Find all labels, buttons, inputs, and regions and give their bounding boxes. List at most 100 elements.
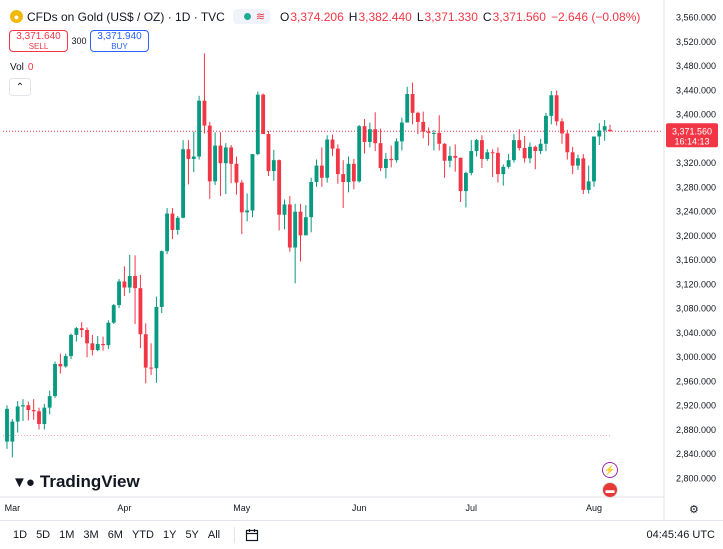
- market-status-pill[interactable]: ≋: [232, 9, 271, 24]
- range-3m[interactable]: 3M: [83, 529, 99, 541]
- bottom-toolbar: 1D 5D 1M 3M 6M YTD 1Y 5Y All 04:45:46 UT…: [0, 520, 723, 549]
- candle-body: [442, 143, 447, 161]
- collapse-legend-button[interactable]: ⌃: [9, 78, 31, 96]
- candle-body: [447, 155, 452, 161]
- candle-body: [111, 305, 116, 323]
- candle-body: [458, 157, 463, 192]
- candle-body: [250, 154, 255, 211]
- candle-body: [207, 125, 212, 182]
- candle-body: [31, 410, 36, 412]
- candle-body: [362, 126, 367, 142]
- y-tick-label: 2,880.000: [676, 425, 716, 435]
- candle-body: [512, 140, 516, 161]
- candle-body: [581, 158, 586, 190]
- candle-body: [293, 211, 298, 248]
- candlestick-chart[interactable]: 3,560.000 3,520.000 3,480.000 3,440.000 3,40…: [0, 0, 723, 520]
- range-1d[interactable]: 1D: [13, 529, 28, 541]
- range-ytd[interactable]: YTD: [131, 529, 154, 541]
- candle-body: [549, 95, 554, 116]
- y-tick-label: 2,920.000: [676, 401, 716, 411]
- candle-body: [223, 147, 228, 164]
- candle-body: [79, 328, 84, 330]
- y-tick-label: 3,320.000: [676, 158, 716, 168]
- trade-buttons: 3,371.640 SELL 300 3,371.940 BUY: [9, 30, 149, 52]
- candle-body: [186, 149, 191, 159]
- utc-clock[interactable]: 04:45:46 UTC: [646, 529, 715, 541]
- candle-body: [133, 276, 137, 289]
- candle-body: [335, 148, 340, 175]
- x-tick-label: Apr: [117, 503, 131, 513]
- candle-body: [90, 343, 95, 351]
- candle-body: [245, 210, 250, 213]
- candle-body: [117, 281, 121, 306]
- candle-body: [608, 129, 612, 132]
- candle-body: [58, 363, 63, 367]
- y-tick-label: 3,160.000: [676, 255, 716, 265]
- candle-body: [469, 151, 474, 173]
- candle-body: [181, 149, 186, 218]
- y-tick-label: 3,440.000: [676, 85, 716, 95]
- chevron-up-icon: ⌃: [15, 81, 25, 93]
- last-price-tag: [666, 123, 718, 148]
- candle-body: [127, 276, 132, 288]
- candle-body: [378, 143, 383, 169]
- x-tick-label: Mar: [5, 503, 21, 513]
- candle-body: [586, 181, 591, 190]
- ohlc-change: −2.646 (−0.08%): [550, 9, 641, 24]
- candle-body: [159, 251, 164, 307]
- y-tick-label: 3,240.000: [676, 207, 716, 217]
- range-6m[interactable]: 6M: [107, 529, 123, 541]
- y-tick-label: 3,560.000: [676, 13, 716, 23]
- candle-body: [560, 121, 564, 134]
- candle-body: [47, 396, 52, 408]
- candle-body: [282, 204, 287, 215]
- buy-button[interactable]: 3,371.940 BUY: [90, 30, 149, 52]
- ohlc-close: C3,371.560: [482, 9, 546, 24]
- candle-body: [229, 147, 234, 164]
- candle-body: [533, 146, 538, 152]
- range-5d[interactable]: 5D: [36, 529, 51, 541]
- candle-body: [389, 158, 394, 161]
- candle-body: [367, 129, 372, 142]
- candle-body: [309, 181, 314, 218]
- gear-icon[interactable]: ⚙: [689, 504, 699, 516]
- y-tick-label: 2,960.000: [676, 376, 716, 386]
- symbol-title[interactable]: CFDs on Gold (US$ / OZ) · 1D · TVC: [27, 9, 225, 24]
- sell-button[interactable]: 3,371.640 SELL: [9, 30, 68, 52]
- range-5y[interactable]: 5Y: [185, 529, 199, 541]
- candle-body: [405, 94, 410, 123]
- y-tick-label: 2,800.000: [676, 474, 716, 484]
- candle-body: [53, 363, 57, 397]
- candle-body: [399, 122, 404, 142]
- candle-body: [463, 172, 468, 192]
- candle-body: [69, 334, 73, 357]
- candle-body: [271, 160, 276, 172]
- candle-body: [266, 134, 271, 172]
- tradingview-logo[interactable]: ▼● TradingView: [12, 472, 140, 492]
- range-1m[interactable]: 1M: [59, 529, 75, 541]
- last-price-label: 3,371.560: [672, 126, 712, 136]
- calendar-range-icon[interactable]: [234, 527, 259, 543]
- candle-body: [191, 156, 196, 159]
- lightning-icon[interactable]: ⚡: [602, 462, 618, 478]
- candle-body: [277, 160, 282, 215]
- us-flag-icon[interactable]: ▬: [602, 482, 618, 498]
- candle-body: [175, 217, 180, 230]
- candle-body: [341, 174, 346, 182]
- candle-body: [325, 139, 330, 178]
- y-tick-label: 3,520.000: [676, 37, 716, 47]
- candle-body: [21, 405, 25, 407]
- candle-body: [213, 145, 218, 182]
- buy-label: BUY: [111, 42, 128, 51]
- x-tick-label: Jun: [352, 503, 367, 513]
- logo-text: TradingView: [39, 472, 140, 491]
- candle-body: [239, 182, 244, 213]
- range-1y[interactable]: 1Y: [162, 529, 177, 541]
- candle-body: [485, 152, 490, 159]
- candle-body: [149, 367, 154, 369]
- candle-body: [437, 132, 442, 144]
- range-all[interactable]: All: [207, 529, 221, 541]
- candle-body: [528, 146, 532, 159]
- candle-body: [490, 152, 495, 154]
